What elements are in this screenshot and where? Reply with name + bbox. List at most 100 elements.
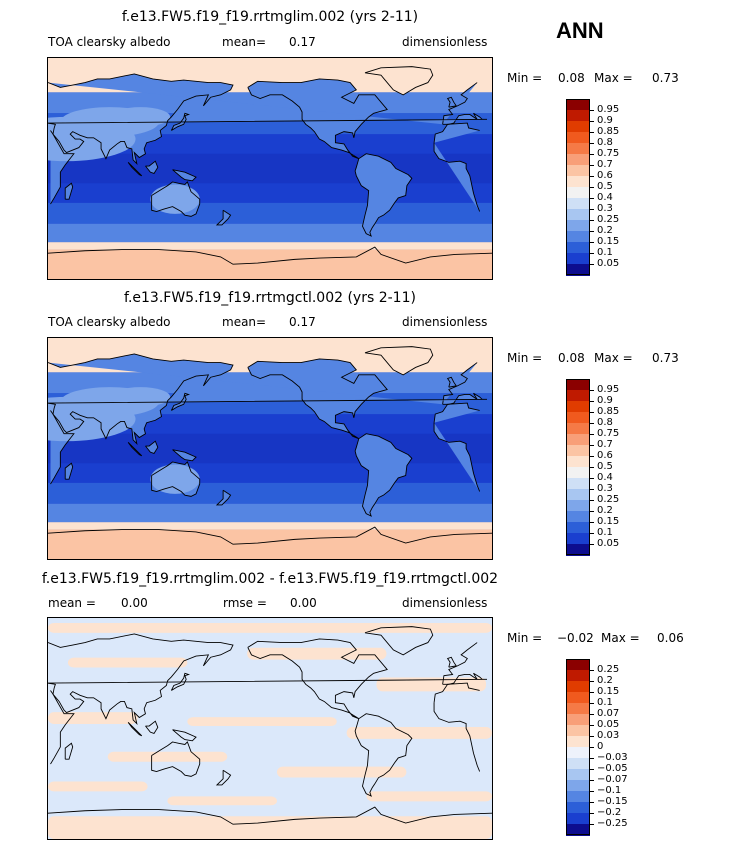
- colorbar-tick: [590, 220, 594, 221]
- colorbar-level-label: 0.05: [597, 719, 620, 730]
- panel1-mean-label: mean=: [222, 35, 267, 49]
- colorbar-level-label: 0.75: [597, 428, 620, 439]
- colorbar-tick: [590, 154, 594, 155]
- colorbar-level-label: 0.3: [597, 203, 613, 214]
- colorbar-swatch: [566, 445, 590, 457]
- coastline-uk: [446, 376, 458, 388]
- coastline-japan: [170, 112, 191, 131]
- panel1-max-label: Max =: [594, 71, 633, 85]
- australia-albedo: [150, 464, 200, 494]
- colorbar-tick: [590, 522, 594, 523]
- colorbar-tick: [590, 165, 594, 166]
- colorbar-swatch: [566, 489, 590, 501]
- coastline-madagascar: [64, 742, 74, 760]
- colorbar-level-label: 0.95: [597, 104, 620, 115]
- panel2-max-value: 0.73: [652, 351, 679, 365]
- coastline-north-america: [247, 638, 388, 720]
- colorbar-level-label: −0.2: [597, 807, 622, 818]
- diff-positive-region: [48, 781, 148, 792]
- coastline-south-america: [354, 153, 413, 237]
- colorbar-swatch: [566, 758, 590, 770]
- colorbar-tick: [590, 467, 594, 468]
- panel1-units: dimensionless: [402, 35, 488, 49]
- colorbar-tick: [590, 242, 594, 243]
- land-borneo: [145, 441, 158, 454]
- gobi-albedo: [110, 387, 171, 407]
- coastline-sumatra: [127, 442, 143, 457]
- colorbar-swatch: [566, 242, 590, 254]
- colorbar-level-label: 0.15: [597, 686, 620, 697]
- colorbar-tick: [590, 714, 594, 715]
- colorbar-swatch: [566, 802, 590, 814]
- colorbar-level-label: 0.75: [597, 148, 620, 159]
- diff-positive-region: [48, 712, 138, 725]
- diff-positive-region: [107, 751, 228, 762]
- colorbar-tick: [590, 209, 594, 210]
- land-south-america: [355, 433, 412, 516]
- tropical-band: [48, 433, 492, 464]
- colorbar-tick: [590, 489, 594, 490]
- colorbar-swatch: [566, 533, 590, 545]
- coastline-uk: [446, 96, 458, 108]
- panel1-variable-label: TOA clearsky albedo: [48, 35, 171, 49]
- colorbar-level-label: 0.95: [597, 384, 620, 395]
- arabia-albedo: [80, 406, 110, 427]
- colorbar-tick: [590, 143, 594, 144]
- colorbar-level-label: 0.1: [597, 247, 613, 258]
- panel2-mean-value: 0.17: [289, 315, 316, 329]
- colorbar-level-label: 0.2: [597, 505, 613, 516]
- colorbar-tick: [590, 747, 594, 748]
- colorbar-tick: [590, 187, 594, 188]
- colorbar-swatch: [566, 165, 590, 177]
- panel2-min-value: 0.08: [558, 351, 585, 365]
- colorbar-level-label: 0.6: [597, 170, 613, 181]
- sea-ice-band: [48, 522, 492, 530]
- land-borneo: [145, 161, 158, 174]
- colorbar-swatch: [566, 434, 590, 446]
- colorbar-swatch: [566, 747, 590, 759]
- colorbar-swatch: [566, 264, 590, 276]
- colorbar-level-label: 0.4: [597, 192, 613, 203]
- colorbar-swatch: [566, 681, 590, 693]
- coastline-new-guinea: [172, 169, 197, 182]
- colorbar-swatch: [566, 231, 590, 243]
- colorbar-level-label: 0.05: [597, 258, 620, 269]
- colorbar-tick: [590, 813, 594, 814]
- colorbar-tick: [590, 544, 594, 545]
- colorbar-tick: [590, 478, 594, 479]
- colorbar-swatch: [566, 412, 590, 424]
- colorbar-level-label: 0.25: [597, 214, 620, 225]
- colorbar-tick: [590, 401, 594, 402]
- panel2-min-label: Min =: [507, 351, 543, 365]
- colorbar-tick: [590, 670, 594, 671]
- coastline-australia: [151, 181, 201, 217]
- colorbar-swatch: [566, 176, 590, 188]
- colorbar-tick: [590, 176, 594, 177]
- colorbar-tick: [590, 802, 594, 803]
- colorbar-tick: [590, 533, 594, 534]
- panel3-max-label: Max =: [601, 631, 640, 645]
- colorbar-swatch: [566, 714, 590, 726]
- colorbar-level-label: 0.9: [597, 395, 613, 406]
- panel3-rmse-value: 0.00: [290, 596, 317, 610]
- colorbar-tick: [590, 445, 594, 446]
- coastline-antarctica-edge: [48, 806, 492, 825]
- colorbar-tick: [590, 456, 594, 457]
- colorbar-tick: [590, 758, 594, 759]
- coastline-new-zealand: [215, 489, 232, 506]
- coastline-greenland: [364, 66, 434, 96]
- coastline-borneo: [145, 720, 159, 734]
- panel1-min-value: 0.08: [558, 71, 585, 85]
- colorbar-swatch: [566, 423, 590, 435]
- land-new-zealand: [216, 210, 231, 225]
- land-new-guinea: [172, 449, 197, 461]
- colorbar-level-label: 0.05: [597, 538, 620, 549]
- panel3-max-value: 0.06: [657, 631, 684, 645]
- coastline-eurasia: [48, 73, 488, 165]
- diff-positive-region: [48, 622, 492, 633]
- panel1-max-value: 0.73: [652, 71, 679, 85]
- panel3-map: [47, 617, 493, 840]
- coastline-new-zealand: [215, 769, 232, 786]
- panel1-colorbar: 0.95 0.9 0.85 0.8 0.75 0.7 0.6 0.5 0.4 0.3 0.25 0.2…: [566, 99, 656, 276]
- coastline-eurasia: [48, 353, 488, 445]
